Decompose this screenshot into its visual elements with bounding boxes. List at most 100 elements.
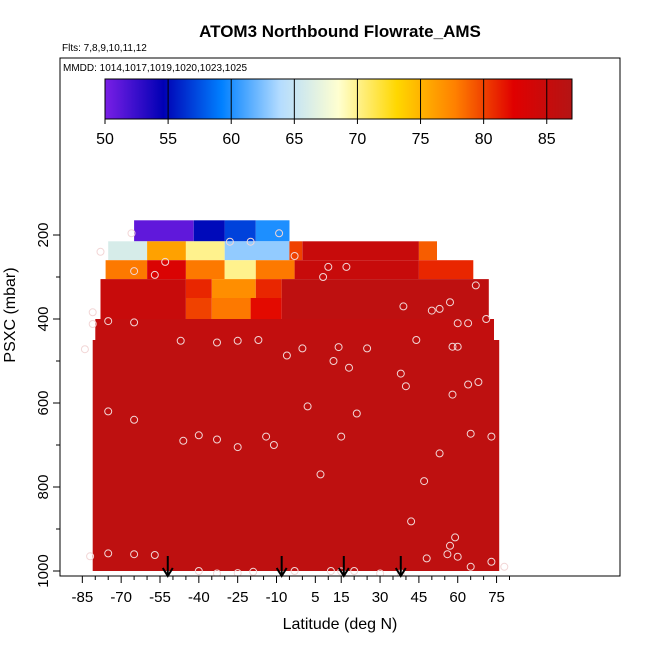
heatmap-cell xyxy=(255,260,295,280)
observation-point xyxy=(150,270,159,279)
observation-point xyxy=(399,302,408,311)
observation-point xyxy=(86,552,95,561)
dates-note: MMDD: 1014,1017,1019,1020,1023,1025 xyxy=(63,63,247,74)
heatmap-cell xyxy=(281,279,489,298)
observation-point xyxy=(412,336,421,344)
observation-point xyxy=(326,567,335,575)
observation-point xyxy=(233,336,242,345)
y-axis: 200 400 600 800 1000 xyxy=(35,222,60,588)
observation-point xyxy=(448,390,457,399)
observation-point xyxy=(282,351,291,360)
heatmap-cell xyxy=(255,279,282,298)
observation-point xyxy=(161,257,170,266)
observation-point xyxy=(290,567,299,575)
heatmap-cell xyxy=(147,260,186,280)
observation-point xyxy=(464,319,473,328)
heatmap-cell xyxy=(224,260,256,280)
observation-point xyxy=(194,431,203,440)
observation-point xyxy=(487,432,496,441)
observation-point xyxy=(443,550,452,559)
observation-point xyxy=(96,247,105,256)
heatmap-cell xyxy=(302,241,419,261)
x-tick-label: -10 xyxy=(266,589,288,606)
heatmap-cell xyxy=(250,298,282,319)
heatmap-cell xyxy=(193,220,225,242)
observation-point xyxy=(130,267,139,276)
observation-point xyxy=(453,552,462,561)
heatmap-cell xyxy=(92,340,500,571)
observation-point xyxy=(290,252,299,260)
observation-point xyxy=(471,281,480,290)
observation-point xyxy=(88,308,97,317)
colorbar-tick-label: 65 xyxy=(285,131,303,148)
observation-point xyxy=(298,344,307,353)
heatmap-cell xyxy=(289,241,303,261)
observation-point xyxy=(446,541,454,550)
heatmap-cell xyxy=(108,241,147,261)
observation-point xyxy=(407,517,416,526)
observation-point xyxy=(262,432,271,441)
heatmap-cell xyxy=(294,260,419,280)
flight-arrows xyxy=(161,556,407,578)
observation-point xyxy=(246,237,255,246)
heatmap-cell xyxy=(224,220,256,242)
observation-point xyxy=(422,554,431,563)
observation-point xyxy=(334,343,343,352)
observation-point xyxy=(104,549,113,558)
x-axis-label: Latitude (deg N) xyxy=(283,616,398,633)
heatmap-cell xyxy=(105,260,147,280)
observation-point xyxy=(448,342,457,351)
observation-point xyxy=(130,415,139,424)
observation-point xyxy=(130,550,139,559)
observation-point xyxy=(401,382,410,391)
observation-point xyxy=(104,407,113,416)
heatmap-cell xyxy=(185,279,212,298)
x-tick-label: -40 xyxy=(188,589,210,606)
chart-title: ATOM3 Northbound Flowrate_AMS xyxy=(199,22,481,41)
heatmap-cell xyxy=(100,298,186,319)
observation-point xyxy=(350,567,359,575)
x-tick-label: -25 xyxy=(227,589,249,606)
observation-point xyxy=(500,562,509,571)
observation-point xyxy=(303,402,312,411)
observation-point xyxy=(80,345,89,354)
heatmap-cells xyxy=(92,220,500,571)
heatmap-cell xyxy=(95,319,495,340)
colorbar-ticks: 50 55 60 65 70 75 80 85 xyxy=(96,79,556,148)
observation-point xyxy=(487,557,496,566)
observation-point xyxy=(363,344,372,353)
observation-point xyxy=(435,304,444,313)
observation-point xyxy=(254,336,263,344)
y-tick-label: 1000 xyxy=(35,554,52,587)
heatmap-cell xyxy=(211,279,256,298)
observation-point xyxy=(130,318,139,327)
x-tick-label: -70 xyxy=(110,589,132,606)
x-tick-label: 30 xyxy=(372,589,389,606)
observation-point xyxy=(345,363,353,372)
heatmap-cell xyxy=(134,220,194,242)
observation-point xyxy=(88,320,97,328)
observation-point xyxy=(179,436,188,445)
observation-point xyxy=(104,317,113,326)
colorbar-tick-label: 70 xyxy=(349,131,367,148)
observation-point xyxy=(464,380,473,389)
heatmap-cell xyxy=(418,241,437,261)
heatmap-cell xyxy=(147,241,186,261)
y-axis-label: PSXC (mbar) xyxy=(2,267,19,362)
observation-points xyxy=(80,229,509,576)
observation-point xyxy=(213,338,221,347)
observation-point xyxy=(466,429,475,438)
colorbar-tick-label: 80 xyxy=(475,131,493,148)
observation-point xyxy=(225,237,234,246)
observation-point xyxy=(269,441,278,449)
y-tick-label: 600 xyxy=(35,390,52,415)
observation-point xyxy=(324,262,333,271)
x-tick-label: 15 xyxy=(333,589,350,606)
heatmap-cell xyxy=(100,279,186,298)
observation-point xyxy=(427,306,436,315)
observation-point xyxy=(194,567,203,575)
observation-point xyxy=(275,229,284,238)
x-tick-label: 60 xyxy=(449,589,466,606)
observation-point xyxy=(342,262,351,271)
heatmap-cell xyxy=(224,241,290,261)
